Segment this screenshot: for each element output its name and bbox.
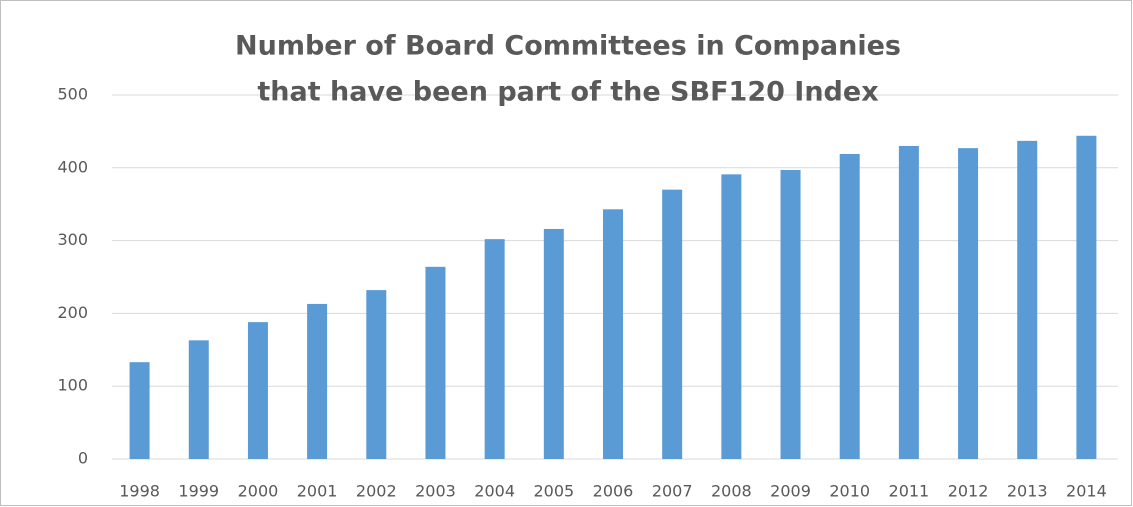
x-tick-label: 2006 <box>593 482 634 501</box>
bar <box>425 266 446 459</box>
bar <box>188 340 209 459</box>
x-tick-label: 2011 <box>889 482 930 501</box>
x-tick-label: 2013 <box>1007 482 1048 501</box>
y-tick-label: 500 <box>57 85 88 104</box>
x-tick-label: 2005 <box>533 482 574 501</box>
bar <box>543 228 564 459</box>
bar <box>484 239 505 459</box>
x-tick-label: 2001 <box>297 482 338 501</box>
x-tick-label: 2004 <box>474 482 515 501</box>
x-tick-label: 2014 <box>1066 482 1107 501</box>
bar <box>898 145 919 459</box>
bar <box>1017 140 1038 459</box>
x-tick-label: 2010 <box>829 482 870 501</box>
y-tick-label: 400 <box>57 157 88 176</box>
x-tick-label: 2000 <box>238 482 279 501</box>
y-tick-label: 0 <box>78 449 88 468</box>
y-tick-label: 200 <box>57 303 88 322</box>
bar <box>603 209 623 459</box>
bar <box>721 174 742 460</box>
x-tick-label: 1998 <box>119 482 160 501</box>
bar <box>307 303 328 459</box>
y-tick-label: 300 <box>57 230 88 249</box>
x-tick-label: 1999 <box>178 482 219 501</box>
x-tick-label: 2009 <box>770 482 811 501</box>
x-tick-label: 2008 <box>711 482 752 501</box>
bar <box>366 290 387 459</box>
x-tick-label: 2003 <box>415 482 456 501</box>
x-tick-label: 2002 <box>356 482 397 501</box>
bar <box>1076 135 1097 459</box>
chart-title: Number of Board Committees in Companies <box>235 31 901 62</box>
x-tick-label: 2012 <box>948 482 989 501</box>
bar <box>129 362 150 459</box>
x-tick-label: 2007 <box>652 482 693 501</box>
bar <box>839 153 860 459</box>
bar <box>958 148 979 460</box>
bar <box>780 169 801 459</box>
bar <box>662 189 683 459</box>
bar <box>247 322 268 459</box>
chart-title: that have been part of the SBF120 Index <box>257 77 878 108</box>
y-tick-label: 100 <box>57 376 88 395</box>
